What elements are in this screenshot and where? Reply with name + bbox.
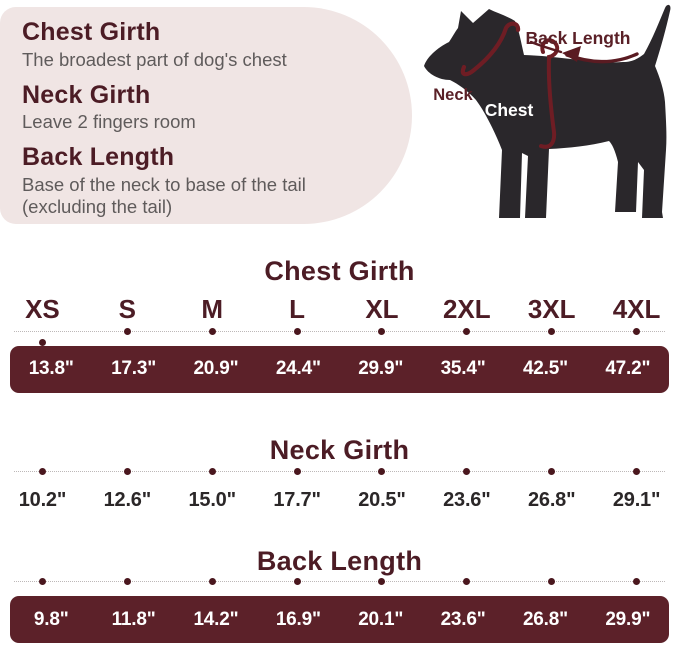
chest-girth-value: 29.9" <box>358 358 404 380</box>
dog-measurement-diagram: Back Length Neck Chest <box>424 4 671 218</box>
definition-back-length: Back Length Base of the neck to base of … <box>22 143 412 218</box>
chest-girth-section: Chest Girth XS S M L XL 2XL 3XL 4XL <box>0 256 679 393</box>
size-dot <box>38 578 46 586</box>
neck-girth-value-row: 10.2" 12.6" 15.0" 17.7" 20.5" 23.6" 26.8… <box>0 489 679 512</box>
size-label: 3XL <box>527 294 576 325</box>
dotted-axis-chest <box>0 327 679 346</box>
size-label: M <box>201 294 224 325</box>
measurement-guide: Chest Girth The broadest part of dog's c… <box>0 0 679 232</box>
size-dot <box>378 578 386 586</box>
size-dot <box>548 578 556 586</box>
size-label: XL <box>365 294 399 325</box>
definition-desc: Base of the neck to base of the tail (ex… <box>22 173 306 218</box>
size-dot <box>208 578 216 586</box>
size-dot <box>293 578 301 586</box>
chest-girth-value: 35.4" <box>440 358 486 380</box>
size-dot <box>463 578 471 586</box>
dotted-line <box>14 330 665 332</box>
definition-title: Back Length <box>22 143 175 172</box>
chest-girth-value: 42.5" <box>522 358 568 380</box>
back-length-value: 16.9" <box>275 608 321 630</box>
size-dot <box>38 338 46 346</box>
size-dot <box>548 327 556 335</box>
chest-girth-mark-icon <box>539 38 560 149</box>
chest-girth-value: 17.3" <box>111 358 157 380</box>
size-header-row: XS S M L XL 2XL 3XL 4XL <box>0 294 679 325</box>
back-length-value: 9.8" <box>33 608 69 630</box>
neck-girth-value: 17.7" <box>273 488 321 511</box>
dotted-axis-back <box>0 577 679 587</box>
neck-girth-value: 15.0" <box>188 488 236 511</box>
size-dot <box>123 578 131 586</box>
definition-title: Neck Girth <box>22 80 151 109</box>
definitions-panel: Chest Girth The broadest part of dog's c… <box>0 7 412 224</box>
dotted-axis-neck <box>0 467 679 477</box>
dotted-line <box>14 470 665 472</box>
chest-girth-value: 47.2" <box>605 358 651 380</box>
size-dot <box>463 467 471 475</box>
definition-desc: Leave 2 fingers room <box>22 111 196 133</box>
neck-girth-value: 10.2" <box>18 488 67 511</box>
chest-girth-value: 20.9" <box>193 358 239 380</box>
back-length-value: 23.6" <box>440 608 486 630</box>
size-dot <box>123 467 131 475</box>
size-dot <box>293 327 301 335</box>
size-label: S <box>118 294 136 325</box>
size-label: 2XL <box>442 294 491 325</box>
back-length-value-bar: 9.8" 11.8" 14.2" 16.9" 20.1" 23.6" 26.8"… <box>10 596 669 644</box>
size-dot <box>208 467 216 475</box>
back-length-label: Back Length <box>525 28 630 48</box>
section-title-neck-girth: Neck Girth <box>269 434 410 465</box>
chest-label: Chest <box>485 100 534 120</box>
size-dot <box>378 467 386 475</box>
definition-neck-girth: Neck Girth Leave 2 fingers room <box>22 81 412 134</box>
size-dot <box>633 467 641 475</box>
definition-desc: The broadest part of dog's chest <box>22 48 287 70</box>
definition-chest-girth: Chest Girth The broadest part of dog's c… <box>22 18 412 71</box>
neck-girth-section: Neck Girth 10.2" 12.6" 15.0" 17.7" 20.5"… <box>0 435 679 512</box>
back-length-arrow-tail <box>529 40 563 54</box>
back-length-value: 14.2" <box>193 608 239 630</box>
size-dot <box>378 327 386 335</box>
back-length-value: 20.1" <box>358 608 404 630</box>
size-label: XS <box>25 294 60 325</box>
size-dot <box>293 467 301 475</box>
back-length-value: 11.8" <box>111 608 156 630</box>
size-dot <box>208 327 216 335</box>
neck-girth-value: 26.8" <box>527 488 576 511</box>
chest-girth-value-bar: 13.8" 17.3" 20.9" 24.4" 29.9" 35.4" 42.5… <box>10 345 669 393</box>
size-label: L <box>289 294 305 325</box>
size-dot <box>548 467 556 475</box>
back-length-value: 26.8" <box>522 608 568 630</box>
size-label: 4XL <box>612 294 661 325</box>
back-length-arrow-head-icon <box>562 46 581 62</box>
size-dot <box>123 327 131 335</box>
size-dot <box>633 578 641 586</box>
neck-label: Neck <box>433 86 473 104</box>
neck-girth-value: 23.6" <box>443 488 491 511</box>
neck-girth-value: 20.5" <box>358 488 406 511</box>
size-dot <box>633 327 641 335</box>
size-dot <box>463 327 471 335</box>
back-length-value: 29.9" <box>605 608 651 630</box>
section-title-chest-girth: Chest Girth <box>264 256 415 286</box>
dotted-line <box>14 581 665 583</box>
definition-title: Chest Girth <box>22 18 161 46</box>
chest-girth-value: 24.4" <box>275 358 321 380</box>
neck-girth-value: 29.1" <box>612 488 661 511</box>
chest-girth-value: 13.8" <box>28 358 74 380</box>
size-dot <box>38 467 46 475</box>
neck-girth-mark-icon <box>460 21 521 77</box>
neck-girth-value: 12.6" <box>103 488 152 511</box>
section-title-back-length: Back Length <box>256 545 423 576</box>
back-length-section: Back Length 9.8" 11.8" 14.2" 16.9" 20.1"… <box>0 545 679 644</box>
